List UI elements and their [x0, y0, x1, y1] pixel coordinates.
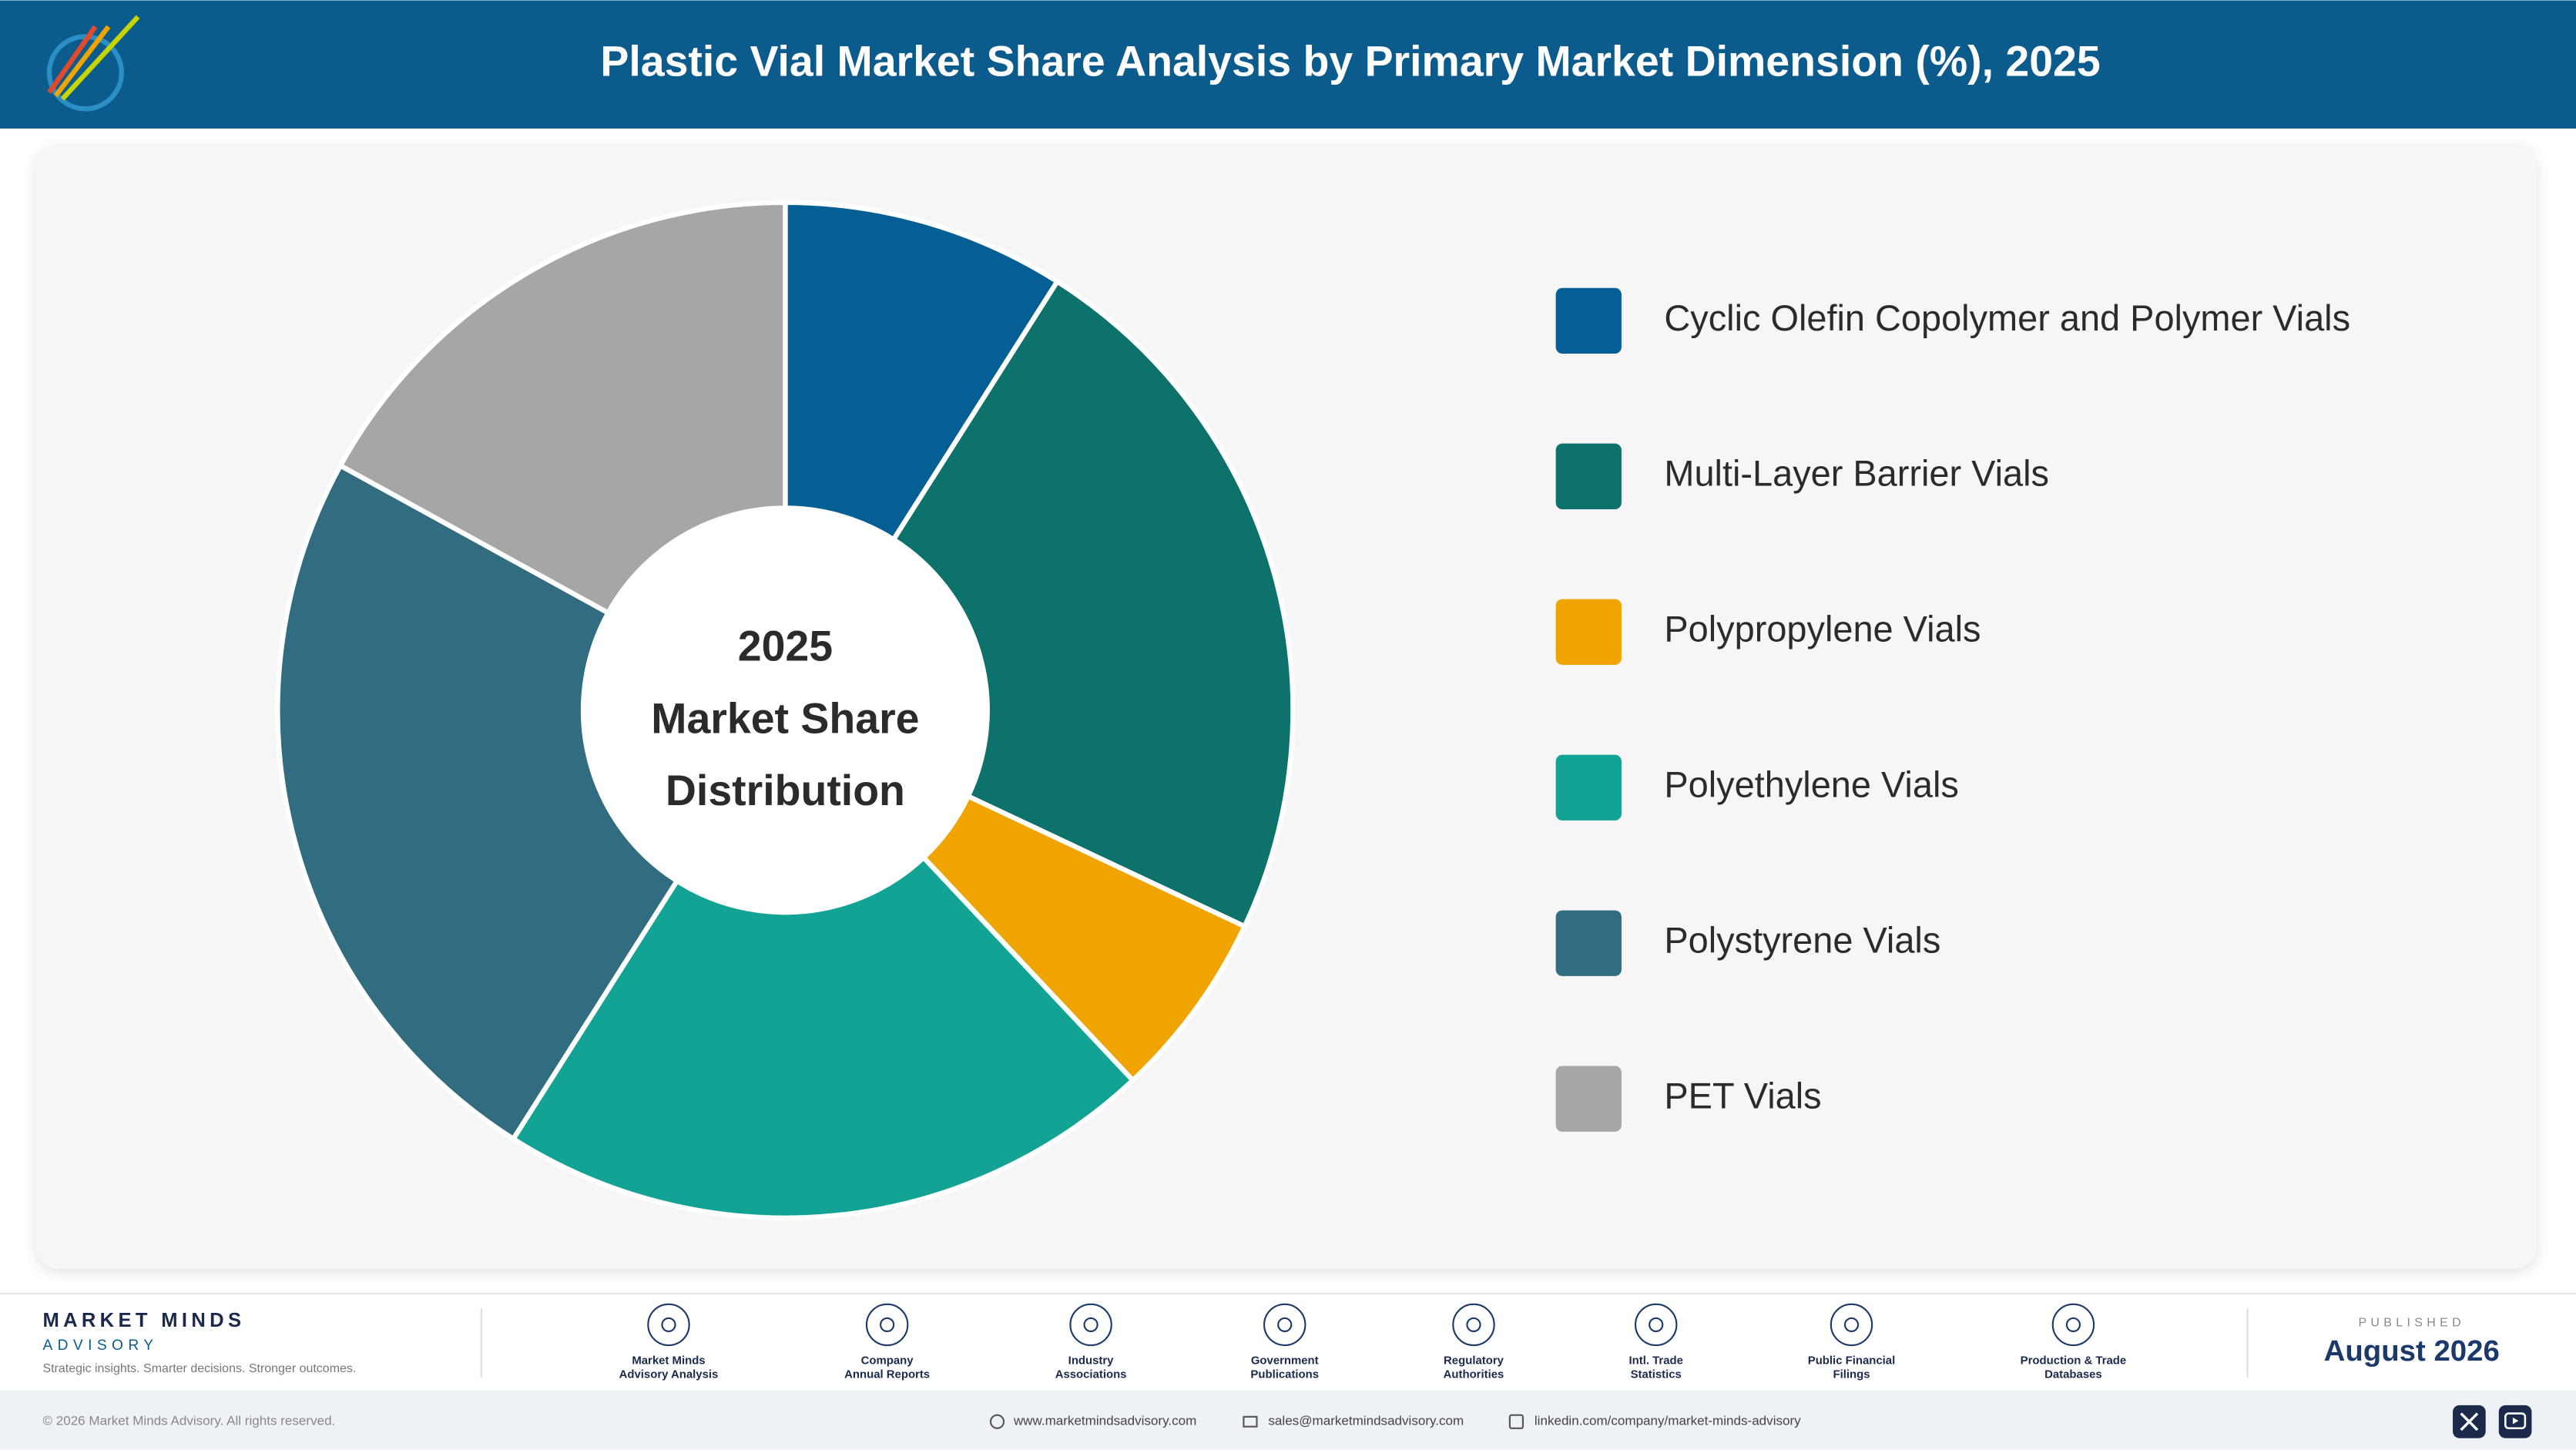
source-icon	[2051, 1303, 2095, 1347]
legend-label: PET Vials	[1664, 1076, 1821, 1116]
source-label: Public Financial	[1808, 1354, 1895, 1367]
copyright: © 2026 Market Minds Advisory. All rights…	[42, 1414, 335, 1428]
x-button[interactable]	[2453, 1405, 2486, 1438]
source-label: Government	[1251, 1354, 1319, 1367]
linkedin-icon	[1508, 1414, 1524, 1429]
chart: 2025 Market Share Distribution Cyclic Olefi…	[275, 200, 2350, 1220]
bottom-bar	[0, 1390, 2576, 1450]
source-label: Intl. Trade	[1629, 1354, 1683, 1367]
legend-swatch	[1555, 910, 1622, 976]
donut-hole	[583, 508, 988, 913]
source-label: Databases	[2044, 1368, 2102, 1381]
source-icon-dot	[1466, 1317, 1481, 1333]
source-icon	[1452, 1303, 1495, 1347]
source-label: Statistics	[1631, 1368, 1682, 1381]
mail-icon	[1243, 1415, 1258, 1428]
source-icon-dot	[661, 1317, 676, 1333]
logo	[46, 15, 140, 112]
source-icon	[1634, 1303, 1678, 1347]
source-icon	[865, 1303, 909, 1347]
source-icon-dot	[2065, 1317, 2081, 1333]
center-label: Distribution	[666, 767, 905, 814]
brand: MARKET MINDS	[42, 1310, 245, 1331]
legend-swatch	[1555, 443, 1622, 509]
website[interactable]: www.marketmindsadvisory.com	[1013, 1414, 1196, 1428]
source-icon	[647, 1303, 690, 1347]
source-label: Filings	[1833, 1368, 1870, 1381]
source-label: Company	[861, 1354, 914, 1367]
source-icon	[1069, 1303, 1112, 1347]
legend-swatch	[1555, 287, 1622, 354]
source-label: Associations	[1055, 1368, 1127, 1381]
legend-swatch	[1555, 1066, 1622, 1132]
source-icon	[1263, 1303, 1306, 1347]
source-label: Advisory Analysis	[619, 1368, 719, 1381]
legend-label: Multi-Layer Barrier Vials	[1664, 454, 2049, 494]
legend-label: Polystyrene Vials	[1664, 921, 1940, 961]
published-date: August 2026	[2324, 1334, 2500, 1368]
legend-label: Polyethylene Vials	[1664, 765, 1958, 805]
source-label: Production & Trade	[2021, 1354, 2126, 1367]
title: Plastic Vial Market Share Analysis by Pr…	[600, 37, 2100, 85]
legend-swatch	[1555, 599, 1622, 665]
legend-label: Cyclic Olefin Copolymer and Polymer Vial…	[1664, 298, 2350, 338]
source-icon-dot	[1649, 1317, 1664, 1333]
source-icon	[1830, 1303, 1873, 1347]
source-icon-dot	[1843, 1317, 1860, 1333]
header-bar	[0, 0, 2576, 129]
tagline: Strategic insights. Smarter decisions. S…	[42, 1362, 356, 1375]
source-label: Market Minds	[632, 1354, 705, 1367]
source-icon-dot	[1083, 1317, 1098, 1333]
web-icon	[989, 1414, 1005, 1429]
youtube-button[interactable]	[2498, 1405, 2532, 1438]
source-label: Authorities	[1444, 1368, 1504, 1381]
source-label: Industry	[1068, 1354, 1115, 1367]
email[interactable]: sales@marketmindsadvisory.com	[1268, 1414, 1464, 1428]
center-label: 2025	[738, 623, 833, 670]
legend-label: Polypropylene Vials	[1664, 609, 1981, 649]
center-label: Market Share	[651, 694, 919, 742]
source-label: Publications	[1250, 1368, 1319, 1381]
legend-swatch	[1555, 754, 1622, 821]
brand-sub: ADVISORY	[42, 1338, 158, 1354]
source-icon-dot	[880, 1317, 895, 1333]
published-label: PUBLISHED	[2358, 1317, 2465, 1330]
source-label: Regulatory	[1444, 1354, 1504, 1367]
source-label: Annual Reports	[844, 1368, 930, 1381]
source-icon-dot	[1277, 1317, 1293, 1333]
linkedin[interactable]: linkedin.com/company/market-minds-adviso…	[1535, 1414, 1801, 1428]
slice	[337, 200, 788, 616]
